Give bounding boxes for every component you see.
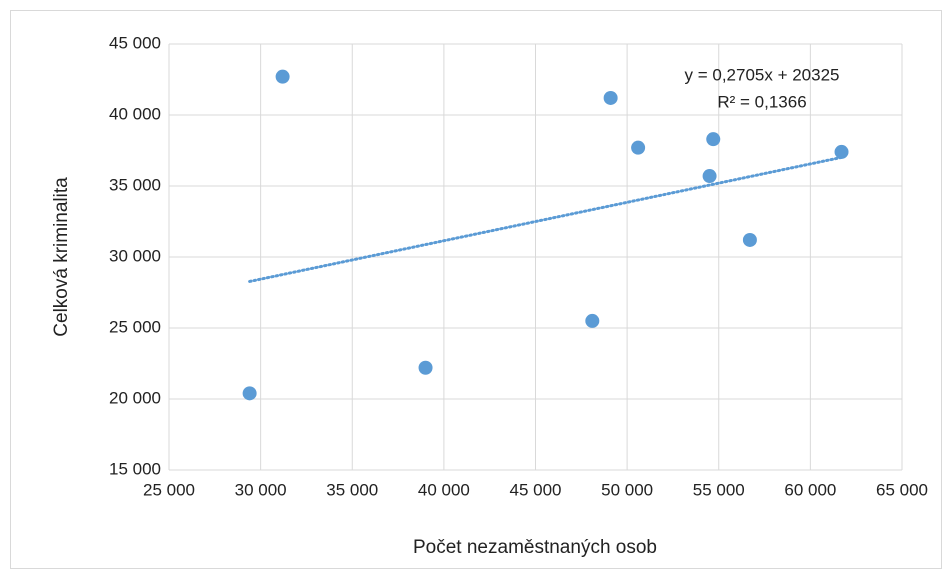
y-axis-title: Celková kriminalita <box>51 177 72 337</box>
data-point <box>418 360 433 375</box>
x-tick-label: 60 000 <box>784 480 836 499</box>
data-point <box>275 69 290 84</box>
y-tick-label: 35 000 <box>109 175 161 194</box>
x-tick-label: 45 000 <box>510 480 562 499</box>
y-tick-label: 45 000 <box>109 33 161 52</box>
data-point <box>631 140 646 155</box>
y-tick-label: 30 000 <box>109 246 161 265</box>
y-tick-label: 20 000 <box>109 388 161 407</box>
y-tick-label: 40 000 <box>109 104 161 123</box>
x-tick-label: 65 000 <box>876 480 928 499</box>
trendline-r2: R² = 0,1366 <box>717 92 806 111</box>
data-point <box>242 386 257 401</box>
y-tick-label: 15 000 <box>109 459 161 478</box>
x-tick-label: 55 000 <box>693 480 745 499</box>
data-point <box>706 132 721 147</box>
data-point <box>834 144 849 159</box>
x-tick-label: 30 000 <box>235 480 287 499</box>
data-point <box>702 169 717 184</box>
trendline-equation: y = 0,2705x + 20325 <box>684 65 839 84</box>
x-tick-label: 25 000 <box>143 480 195 499</box>
x-tick-label: 40 000 <box>418 480 470 499</box>
trendline <box>248 155 844 283</box>
data-point <box>742 232 757 247</box>
x-tick-label: 50 000 <box>601 480 653 499</box>
data-point <box>585 313 600 328</box>
x-tick-label: 35 000 <box>326 480 378 499</box>
x-axis-title: Počet nezaměstnaných osob <box>413 537 657 558</box>
y-tick-label: 25 000 <box>109 317 161 336</box>
data-point <box>603 90 618 105</box>
chart-frame <box>10 10 942 569</box>
